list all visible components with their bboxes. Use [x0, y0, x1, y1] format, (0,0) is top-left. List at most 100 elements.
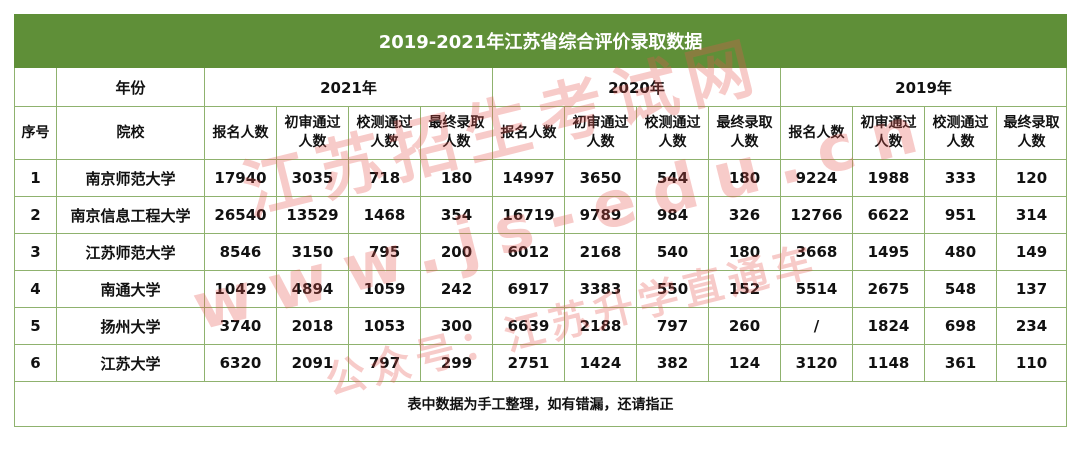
row-value: 1148: [852, 344, 925, 382]
row-value: 152: [708, 270, 781, 308]
row-seq: 1: [14, 159, 57, 197]
row-school: 南京师范大学: [56, 159, 205, 197]
table-row: 2 南京信息工程大学 26540 13529 1468 354 16719 9789 984 32…: [14, 196, 1068, 234]
row-value: 5514: [780, 270, 853, 308]
header-year-2020: 2020年: [492, 67, 781, 107]
header-col-1-1: 初审通过 人数: [564, 106, 637, 160]
row-value: 548: [924, 270, 997, 308]
row-value: 9224: [780, 159, 853, 197]
row-value: 6639: [492, 307, 565, 345]
header-col-text: 报名人数: [500, 124, 557, 141]
row-value: 10429: [204, 270, 277, 308]
header-col-text: 校测通过: [356, 115, 413, 131]
header-col-text: 校测通过: [644, 115, 701, 131]
header-col-1-2: 校测通过 人数: [636, 106, 709, 160]
row-value: 1988: [852, 159, 925, 197]
header-col-0-2: 校测通过 人数: [348, 106, 421, 160]
row-value: 2018: [276, 307, 349, 345]
header-col-1-0: 报名人数: [492, 106, 565, 160]
row-value: 6622: [852, 196, 925, 234]
row-value: 2091: [276, 344, 349, 382]
row-value: 137: [995, 270, 1068, 308]
header-col-text: 报名人数: [788, 124, 845, 141]
header-col-2-0: 报名人数: [780, 106, 853, 160]
row-value: 8546: [204, 233, 277, 271]
header-col-text: 人数: [874, 134, 903, 150]
row-value: 299: [420, 344, 493, 382]
row-value: 242: [420, 270, 493, 308]
row-value: 3668: [780, 233, 853, 271]
data-table-container: 2019-2021年江苏省综合评价录取数据 年份 2021年 2020年 201…: [13, 14, 1068, 427]
row-value: 3650: [564, 159, 637, 197]
table-title: 2019-2021年江苏省综合评价录取数据: [13, 14, 1068, 68]
row-value: 300: [420, 307, 493, 345]
row-value: 1424: [564, 344, 637, 382]
footer-row: 表中数据为手工整理，如有错漏，还请指正: [13, 381, 1068, 427]
header-col-2-3: 最终录取 人数: [995, 106, 1068, 160]
row-value: 16719: [492, 196, 565, 234]
row-seq: 5: [14, 307, 57, 345]
row-value: 12766: [780, 196, 853, 234]
row-value: 26540: [204, 196, 277, 234]
row-value: 120: [995, 159, 1068, 197]
row-value: 3035: [276, 159, 349, 197]
row-value: 1468: [348, 196, 421, 234]
header-col-text: 人数: [298, 134, 327, 150]
header-col-text: 初审通过: [860, 115, 917, 131]
row-seq: 6: [14, 344, 57, 382]
row-value: 2188: [564, 307, 637, 345]
row-value: 3740: [204, 307, 277, 345]
row-value: 718: [348, 159, 421, 197]
header-col-text: 人数: [730, 134, 759, 150]
row-value: /: [780, 307, 853, 345]
header-col-1-3: 最终录取 人数: [708, 106, 781, 160]
row-school: 江苏师范大学: [56, 233, 205, 271]
row-school: 江苏大学: [56, 344, 205, 382]
header-col-text: 人数: [442, 134, 471, 150]
row-school: 南通大学: [56, 270, 205, 308]
header-year-2021: 2021年: [204, 67, 493, 107]
header-col-text: 初审通过: [572, 115, 629, 131]
row-value: 234: [995, 307, 1068, 345]
header-col-2-2: 校测通过 人数: [924, 106, 997, 160]
row-value: 797: [348, 344, 421, 382]
header-col-text: 人数: [370, 134, 399, 150]
header-col-text: 初审通过: [284, 115, 341, 131]
row-value: 6917: [492, 270, 565, 308]
header-col-0-1: 初审通过 人数: [276, 106, 349, 160]
row-value: 200: [420, 233, 493, 271]
row-value: 361: [924, 344, 997, 382]
header-year-label: 年份: [56, 67, 205, 107]
header-col-text: 人数: [946, 134, 975, 150]
row-value: 544: [636, 159, 709, 197]
row-value: 951: [924, 196, 997, 234]
row-value: 984: [636, 196, 709, 234]
row-value: 795: [348, 233, 421, 271]
header-row-years: 年份 2021年 2020年 2019年: [14, 67, 1068, 107]
row-value: 13529: [276, 196, 349, 234]
header-col-text: 人数: [586, 134, 615, 150]
header-school-label: 院校: [56, 106, 205, 160]
header-col-text: 校测通过: [932, 115, 989, 131]
row-value: 2751: [492, 344, 565, 382]
header-year-2019: 2019年: [779, 67, 1068, 107]
row-value: 333: [924, 159, 997, 197]
row-value: 180: [708, 159, 781, 197]
header-col-0-3: 最终录取 人数: [420, 106, 493, 160]
row-value: 110: [995, 344, 1068, 382]
row-value: 354: [420, 196, 493, 234]
row-seq: 2: [14, 196, 57, 234]
row-value: 180: [708, 233, 781, 271]
header-col-text: 最终录取: [428, 115, 485, 131]
header-col-text: 人数: [1017, 134, 1046, 150]
row-value: 2168: [564, 233, 637, 271]
table-row: 5 扬州大学 3740 2018 1053 300 6639 2188 797 260/1824 6…: [14, 307, 1068, 345]
row-value: 540: [636, 233, 709, 271]
row-value: 3120: [780, 344, 853, 382]
row-value: 149: [995, 233, 1068, 271]
row-seq: 3: [14, 233, 57, 271]
row-value: 1495: [852, 233, 925, 271]
row-value: 326: [708, 196, 781, 234]
row-value: 9789: [564, 196, 637, 234]
row-value: 17940: [204, 159, 277, 197]
